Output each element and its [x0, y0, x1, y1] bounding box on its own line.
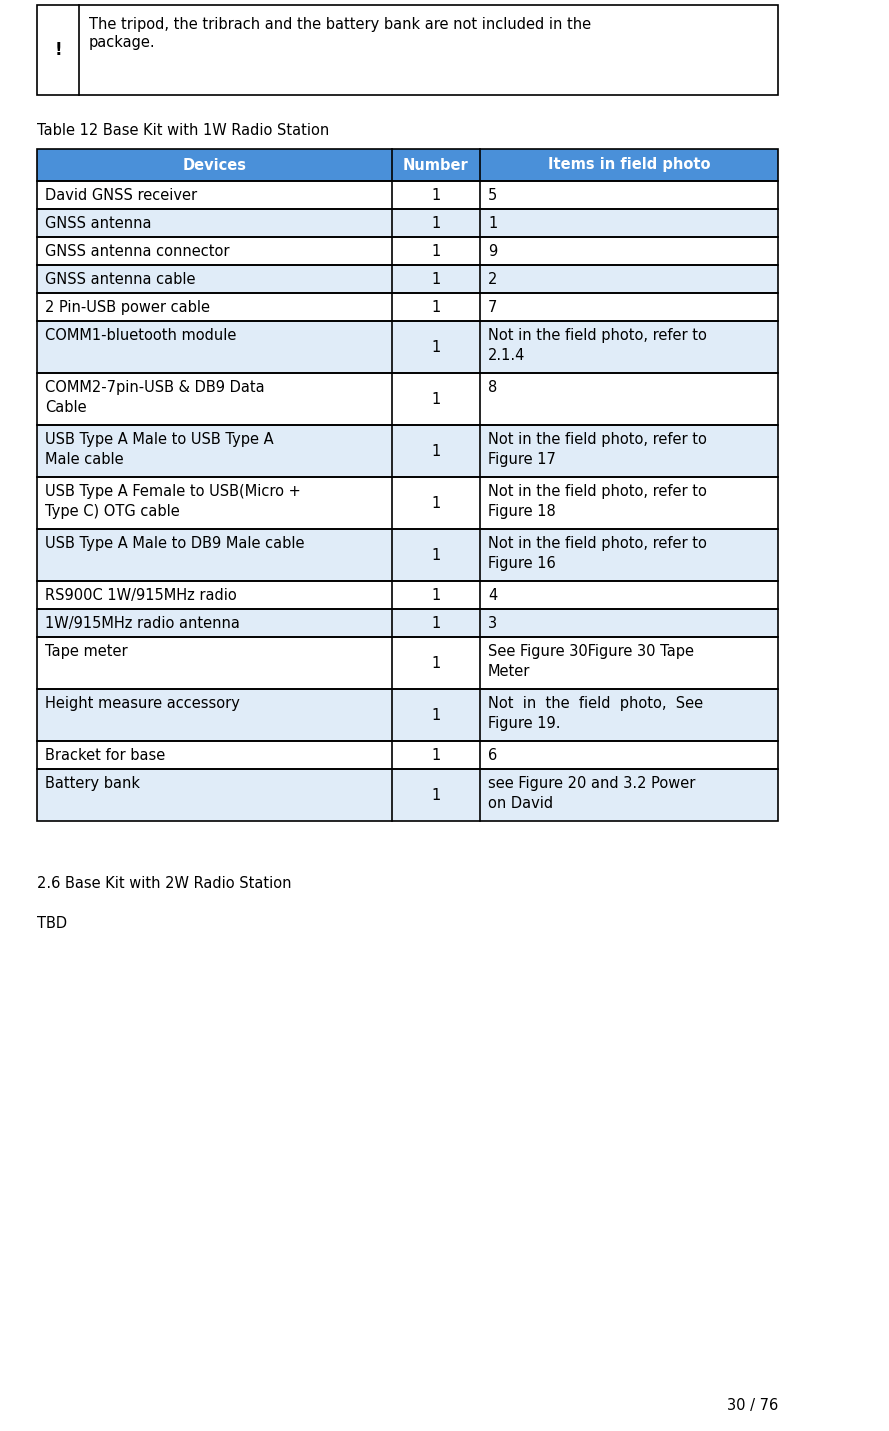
Bar	[37, 688, 778, 741]
Text: USB Type A Female to USB(Micro +
Type C) OTG cable: USB Type A Female to USB(Micro + Type C)…	[45, 484, 300, 519]
Bar	[37, 637, 778, 688]
Text: 1: 1	[431, 747, 441, 763]
Bar	[37, 741, 778, 768]
Text: Not  in  the  field  photo,  See
Figure 19.: Not in the field photo, See Figure 19.	[488, 695, 703, 731]
Bar	[37, 180, 778, 209]
Text: 7: 7	[488, 301, 497, 315]
Bar	[37, 529, 778, 581]
Text: 1: 1	[431, 243, 441, 259]
Bar	[37, 425, 778, 477]
Bar	[37, 529, 778, 581]
Text: David GNSS receiver: David GNSS receiver	[45, 187, 197, 203]
Text: 2.6 Base Kit with 2W Radio Station: 2.6 Base Kit with 2W Radio Station	[37, 876, 292, 892]
Text: Not in the field photo, refer to
Figure 18: Not in the field photo, refer to Figure …	[488, 484, 707, 519]
Bar	[37, 373, 778, 425]
Text: RS900C 1W/915MHz radio: RS900C 1W/915MHz radio	[45, 588, 236, 602]
Bar	[37, 238, 778, 265]
Bar	[37, 209, 778, 238]
Text: package.: package.	[89, 34, 156, 50]
Text: !: !	[54, 41, 62, 59]
Bar	[37, 741, 778, 768]
Text: 8: 8	[488, 381, 497, 395]
Text: 2: 2	[488, 272, 497, 288]
Text: 1: 1	[431, 787, 441, 803]
Bar	[37, 688, 778, 741]
Text: 1: 1	[431, 339, 441, 355]
Text: 30 / 76: 30 / 76	[726, 1398, 778, 1412]
Text: 1: 1	[431, 392, 441, 406]
Bar	[392, 149, 480, 180]
Bar	[37, 637, 778, 688]
Bar	[37, 149, 392, 180]
Text: GNSS antenna: GNSS antenna	[45, 216, 151, 230]
Text: COMM2-7pin-USB & DB9 Data
Cable: COMM2-7pin-USB & DB9 Data Cable	[45, 381, 265, 415]
Text: Not in the field photo, refer to
Figure 17: Not in the field photo, refer to Figure …	[488, 432, 707, 467]
Text: Height measure accessory: Height measure accessory	[45, 695, 240, 711]
Text: Devices: Devices	[182, 157, 246, 173]
Bar	[37, 180, 778, 209]
Bar	[37, 321, 778, 373]
Text: Battery bank: Battery bank	[45, 776, 140, 791]
Text: 5: 5	[488, 187, 497, 203]
Text: 1: 1	[431, 299, 441, 315]
Text: See Figure 30Figure 30 Tape
Meter: See Figure 30Figure 30 Tape Meter	[488, 644, 694, 678]
Text: TBD: TBD	[37, 916, 68, 932]
Bar	[37, 209, 778, 238]
Text: 1: 1	[431, 216, 441, 230]
Text: COMM1-bluetooth module: COMM1-bluetooth module	[45, 328, 236, 343]
Bar	[37, 373, 778, 425]
Bar	[37, 149, 778, 180]
Bar	[37, 581, 778, 610]
Bar	[37, 477, 778, 529]
Bar	[37, 4, 778, 94]
Text: USB Type A Male to USB Type A
Male cable: USB Type A Male to USB Type A Male cable	[45, 432, 274, 467]
Text: 1: 1	[431, 495, 441, 511]
Text: see Figure 20 and 3.2 Power
on David: see Figure 20 and 3.2 Power on David	[488, 776, 695, 811]
Text: 1: 1	[431, 655, 441, 671]
Bar	[37, 425, 778, 477]
Text: The tripod, the tribrach and the battery bank are not included in the: The tripod, the tribrach and the battery…	[89, 17, 591, 31]
Text: Table 12 Base Kit with 1W Radio Station: Table 12 Base Kit with 1W Radio Station	[37, 123, 329, 137]
Bar	[480, 149, 778, 180]
Text: Tape meter: Tape meter	[45, 644, 128, 660]
Text: Not in the field photo, refer to
2.1.4: Not in the field photo, refer to 2.1.4	[488, 328, 707, 363]
Bar	[37, 265, 778, 293]
Text: 1: 1	[431, 588, 441, 602]
Text: 3: 3	[488, 615, 497, 631]
Bar	[37, 238, 778, 265]
Text: 1: 1	[431, 187, 441, 203]
Text: 4: 4	[488, 588, 497, 602]
Bar	[37, 293, 778, 321]
Bar	[37, 265, 778, 293]
Text: Not in the field photo, refer to
Figure 16: Not in the field photo, refer to Figure …	[488, 537, 707, 571]
Bar	[37, 581, 778, 610]
Bar	[37, 293, 778, 321]
Text: 1: 1	[431, 548, 441, 562]
Text: 1: 1	[431, 444, 441, 458]
Text: GNSS antenna cable: GNSS antenna cable	[45, 272, 196, 288]
Bar	[37, 321, 778, 373]
Bar	[37, 768, 778, 821]
Bar	[37, 610, 778, 637]
Text: 1: 1	[431, 707, 441, 723]
Text: Items in field photo: Items in field photo	[548, 157, 710, 173]
Text: 1: 1	[488, 216, 497, 230]
Text: 2 Pin-USB power cable: 2 Pin-USB power cable	[45, 301, 210, 315]
Bar	[37, 768, 778, 821]
Text: USB Type A Male to DB9 Male cable: USB Type A Male to DB9 Male cable	[45, 537, 305, 551]
Text: 6: 6	[488, 748, 497, 763]
Text: Number: Number	[403, 157, 469, 173]
Text: 1: 1	[431, 272, 441, 286]
Bar	[37, 610, 778, 637]
Text: Bracket for base: Bracket for base	[45, 748, 165, 763]
Text: 1W/915MHz radio antenna: 1W/915MHz radio antenna	[45, 615, 240, 631]
Bar	[37, 477, 778, 529]
Text: 9: 9	[488, 245, 497, 259]
Text: 1: 1	[431, 615, 441, 631]
Text: GNSS antenna connector: GNSS antenna connector	[45, 245, 229, 259]
